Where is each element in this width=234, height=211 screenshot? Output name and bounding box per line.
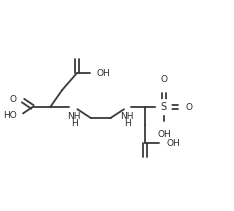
Text: O: O	[160, 75, 167, 84]
Text: H: H	[71, 119, 77, 128]
Text: OH: OH	[157, 130, 171, 139]
Text: H: H	[124, 119, 131, 128]
Text: OH: OH	[167, 138, 181, 147]
Circle shape	[157, 100, 171, 115]
Text: O: O	[10, 95, 17, 104]
Text: NH: NH	[121, 112, 134, 121]
Text: OH: OH	[97, 69, 110, 77]
Text: NH: NH	[67, 112, 81, 121]
Text: O: O	[186, 103, 193, 111]
Text: S: S	[161, 102, 167, 112]
Text: HO: HO	[3, 111, 17, 119]
